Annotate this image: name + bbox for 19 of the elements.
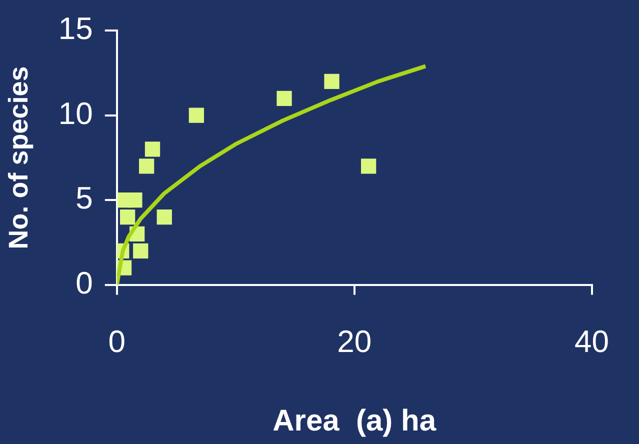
x-axis-title: Area (a) ha — [272, 404, 436, 438]
y-axis-title: No. of species — [4, 66, 34, 250]
point — [188, 108, 204, 123]
point — [133, 243, 148, 258]
x-tick-label: 40 — [574, 324, 609, 359]
point — [360, 158, 376, 174]
x-tick-label: 20 — [337, 324, 372, 359]
x-tick-label: 0 — [108, 324, 126, 359]
point — [127, 192, 142, 208]
point — [144, 142, 160, 157]
y-tick-label: 0 — [76, 265, 93, 300]
point — [276, 90, 292, 106]
y-tick-label: 15 — [58, 11, 93, 46]
point — [324, 74, 340, 90]
y-tick-label: 10 — [58, 96, 93, 131]
point — [120, 209, 136, 225]
point — [138, 158, 154, 174]
point — [156, 209, 172, 225]
y-tick-label: 5 — [76, 180, 93, 216]
